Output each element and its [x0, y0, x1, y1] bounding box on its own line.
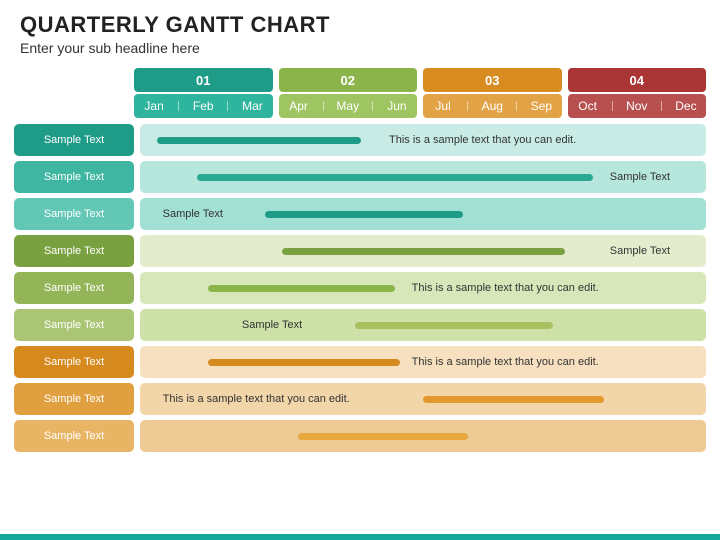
- chart-header: QUARTERLY GANTT CHART Enter your sub hea…: [0, 0, 720, 60]
- task-caption: Sample Text: [163, 208, 223, 220]
- task-row: Sample Text This is a sample text that yo…: [14, 272, 706, 304]
- task-bar: [423, 396, 604, 403]
- task-label: Sample Text: [14, 198, 134, 230]
- month-label: Dec: [666, 99, 706, 113]
- task-row: Sample Text Sample Text: [14, 235, 706, 267]
- task-track: Sample Text: [140, 161, 706, 193]
- task-bar: [282, 248, 565, 255]
- task-caption: Sample Text: [610, 245, 670, 257]
- task-bar: [298, 433, 468, 440]
- task-caption: This is a sample text that you can edit.: [389, 134, 576, 146]
- month-label: May: [328, 99, 368, 113]
- task-track: Sample Text: [140, 309, 706, 341]
- task-bar: [208, 359, 400, 366]
- task-row: Sample Text This is a sample text that yo…: [14, 383, 706, 415]
- month-divider: [467, 101, 468, 111]
- month-label: Oct: [568, 99, 608, 113]
- quarter-head: 03: [423, 68, 562, 92]
- month-label: Mar: [232, 99, 272, 113]
- task-label: Sample Text: [14, 161, 134, 193]
- gantt-header-row: 01 Jan Feb Mar 02 Apr May Jun 03 Jul Aug Sep 04 Oct No…: [14, 68, 706, 118]
- task-row: Sample Text This is a sample text that yo…: [14, 124, 706, 156]
- task-label: Sample Text: [14, 235, 134, 267]
- month-label: Jul: [423, 99, 463, 113]
- gantt-chart: 01 Jan Feb Mar 02 Apr May Jun 03 Jul Aug Sep 04 Oct No…: [0, 60, 720, 452]
- month-label: Aug: [472, 99, 512, 113]
- quarter-months: Apr May Jun: [279, 94, 418, 118]
- month-label: Jun: [377, 99, 417, 113]
- task-bar: [208, 285, 395, 292]
- month-divider: [661, 101, 662, 111]
- task-track: Sample Text: [140, 198, 706, 230]
- month-label: Nov: [617, 99, 657, 113]
- task-caption: This is a sample text that you can edit.: [412, 356, 599, 368]
- quarter-col-4: 04 Oct Nov Dec: [568, 68, 707, 118]
- quarters-header: 01 Jan Feb Mar 02 Apr May Jun 03 Jul Aug Sep 04 Oct No…: [134, 68, 706, 118]
- page-title: QUARTERLY GANTT CHART: [20, 12, 700, 38]
- month-label: Apr: [279, 99, 319, 113]
- task-caption: This is a sample text that you can edit.: [163, 393, 350, 405]
- month-divider: [612, 101, 613, 111]
- task-caption: Sample Text: [242, 319, 302, 331]
- footer-accent-bar: [0, 534, 720, 540]
- quarter-col-1: 01 Jan Feb Mar: [134, 68, 273, 118]
- task-track: This is a sample text that you can edit.: [140, 272, 706, 304]
- task-caption: Sample Text: [610, 171, 670, 183]
- task-track: This is a sample text that you can edit.: [140, 124, 706, 156]
- quarter-head: 02: [279, 68, 418, 92]
- task-row: Sample Text: [14, 420, 706, 452]
- month-divider: [372, 101, 373, 111]
- task-bar: [157, 137, 361, 144]
- page-subtitle: Enter your sub headline here: [20, 40, 700, 56]
- month-divider: [178, 101, 179, 111]
- task-track: This is a sample text that you can edit.: [140, 383, 706, 415]
- task-label: Sample Text: [14, 420, 134, 452]
- quarter-months: Jul Aug Sep: [423, 94, 562, 118]
- task-track: Sample Text: [140, 235, 706, 267]
- task-label: Sample Text: [14, 346, 134, 378]
- task-label: Sample Text: [14, 383, 134, 415]
- task-caption: This is a sample text that you can edit.: [412, 282, 599, 294]
- quarter-col-2: 02 Apr May Jun: [279, 68, 418, 118]
- quarter-head: 04: [568, 68, 707, 92]
- quarter-head: 01: [134, 68, 273, 92]
- task-label: Sample Text: [14, 272, 134, 304]
- task-row: Sample Text Sample Text: [14, 198, 706, 230]
- month-divider: [323, 101, 324, 111]
- task-bar: [265, 211, 463, 218]
- quarter-months: Oct Nov Dec: [568, 94, 707, 118]
- quarter-col-3: 03 Jul Aug Sep: [423, 68, 562, 118]
- month-label: Feb: [183, 99, 223, 113]
- month-divider: [516, 101, 517, 111]
- label-col-spacer: [14, 68, 134, 118]
- task-track: This is a sample text that you can edit.: [140, 346, 706, 378]
- task-row: Sample Text Sample Text: [14, 309, 706, 341]
- task-label: Sample Text: [14, 124, 134, 156]
- task-track: [140, 420, 706, 452]
- quarter-months: Jan Feb Mar: [134, 94, 273, 118]
- month-label: Sep: [521, 99, 561, 113]
- month-label: Jan: [134, 99, 174, 113]
- gantt-rows: Sample Text This is a sample text that yo…: [14, 124, 706, 452]
- task-row: Sample Text This is a sample text that yo…: [14, 346, 706, 378]
- task-bar: [355, 322, 553, 329]
- task-label: Sample Text: [14, 309, 134, 341]
- month-divider: [227, 101, 228, 111]
- task-bar: [197, 174, 593, 181]
- task-row: Sample Text Sample Text: [14, 161, 706, 193]
